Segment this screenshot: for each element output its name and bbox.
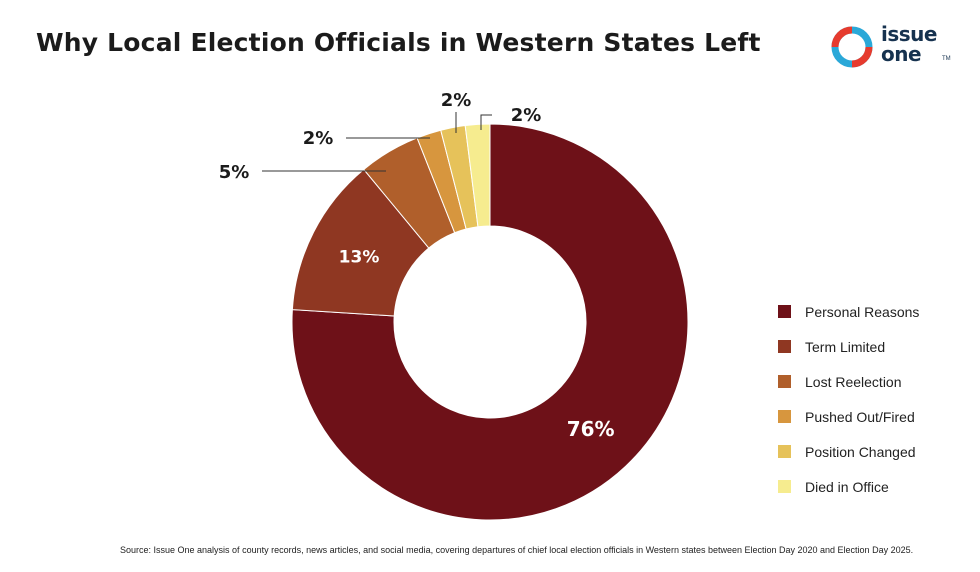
- legend-label: Term Limited: [805, 338, 886, 355]
- legend-item-position-changed: Position Changed: [778, 434, 919, 469]
- chart-legend: Personal Reasons Term Limited Lost Reelect…: [778, 294, 919, 504]
- legend-label: Lost Reelection: [805, 373, 902, 390]
- logo-ring-icon: [831, 26, 873, 68]
- legend-swatch: [778, 340, 791, 353]
- data-label-term-limited: 13%: [339, 247, 380, 267]
- logo-wordmark: issue one: [881, 22, 937, 66]
- legend-swatch: [778, 375, 791, 388]
- legend-swatch: [778, 305, 791, 318]
- legend-item-lost-reelection: Lost Reelection: [778, 364, 919, 399]
- logo-trademark: TM: [942, 56, 951, 62]
- chart-title: Why Local Election Officials in Western …: [36, 28, 761, 57]
- legend-swatch: [778, 445, 791, 458]
- data-label-personal-reasons: 76%: [567, 417, 615, 441]
- data-label-died-in-office: 2%: [511, 105, 542, 126]
- legend-item-pushed-out-fired: Pushed Out/Fired: [778, 399, 919, 434]
- data-label-position-changed: 2%: [441, 90, 472, 111]
- issue-one-logo: issue one TM: [830, 22, 955, 74]
- leader-line-died-in-office: [480, 114, 492, 130]
- slice-died-in-office: [464, 123, 491, 228]
- legend-swatch: [778, 480, 791, 493]
- slice-personal-reasons: [291, 123, 689, 521]
- data-label-pushed-out-fired: 2%: [303, 128, 334, 149]
- legend-label: Position Changed: [805, 443, 916, 460]
- legend-item-term-limited: Term Limited: [778, 329, 919, 364]
- legend-label: Died in Office: [805, 478, 889, 495]
- legend-item-personal-reasons: Personal Reasons: [778, 294, 919, 329]
- source-note: Source: Issue One analysis of county rec…: [120, 545, 914, 555]
- data-label-lost-reelection: 5%: [219, 162, 250, 183]
- legend-item-died-in-office: Died in Office: [778, 469, 919, 504]
- legend-label: Pushed Out/Fired: [805, 408, 915, 425]
- legend-swatch: [778, 410, 791, 423]
- legend-label: Personal Reasons: [805, 303, 920, 320]
